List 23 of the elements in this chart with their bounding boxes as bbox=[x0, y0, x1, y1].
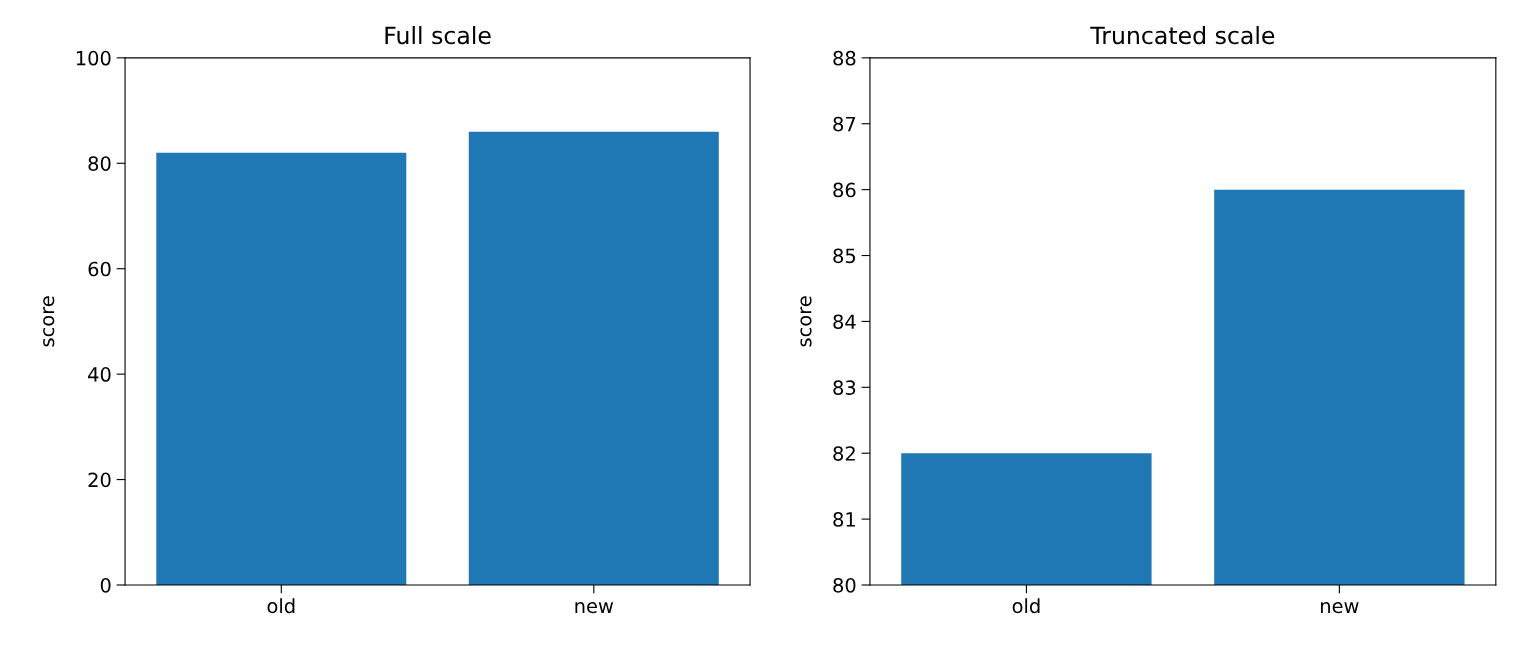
y-tick-label: 80 bbox=[88, 156, 111, 171]
y-tick-label: 20 bbox=[88, 472, 111, 488]
y-tick-label: 80 bbox=[833, 577, 856, 593]
y-axis-title: score bbox=[43, 296, 55, 347]
y-axis-title: score bbox=[800, 296, 812, 347]
chart-title: Truncated scale bbox=[1090, 26, 1275, 45]
y-tick-label: 82 bbox=[833, 446, 855, 461]
x-tick-label: new bbox=[1321, 602, 1359, 614]
y-tick-label: 84 bbox=[833, 314, 856, 330]
y-tick-label: 87 bbox=[833, 116, 856, 132]
x-tick-label: old bbox=[1012, 598, 1040, 614]
y-tick-label: 88 bbox=[833, 50, 856, 66]
y-tick-label: 86 bbox=[833, 182, 856, 198]
chart-title: Full scale bbox=[385, 26, 491, 45]
y-tick-label: 85 bbox=[833, 248, 856, 264]
y-tick-label: 40 bbox=[88, 367, 111, 382]
y-tick-label: 81 bbox=[833, 512, 855, 527]
x-tick-label: old bbox=[267, 598, 295, 614]
x-tick-label: new bbox=[575, 602, 614, 614]
y-tick-label: 100 bbox=[76, 50, 111, 66]
y-tick-label: 83 bbox=[833, 380, 856, 395]
y-tick-label: 0 bbox=[100, 577, 111, 593]
y-tick-label: 60 bbox=[88, 261, 111, 277]
